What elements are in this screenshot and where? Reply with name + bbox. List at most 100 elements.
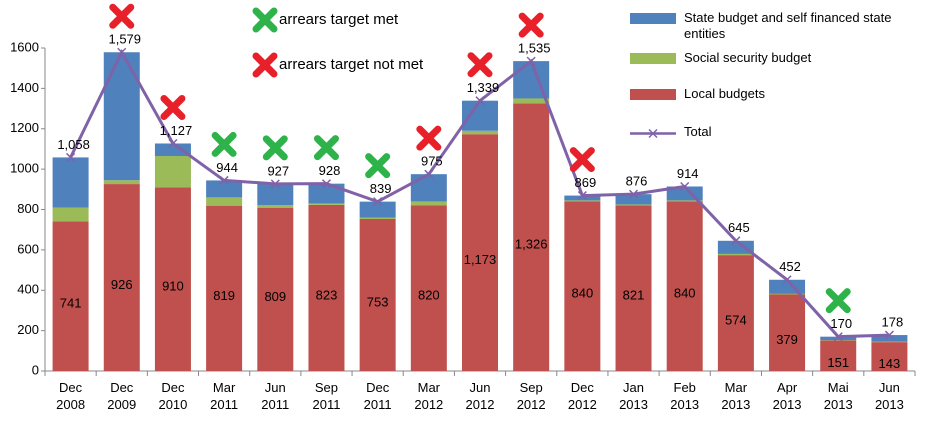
total-label: 1,579 [108, 32, 141, 47]
total-marker [219, 175, 229, 185]
value-label: 151 [827, 355, 849, 370]
y-tick-label: 200 [17, 322, 39, 337]
total-marker [270, 179, 280, 189]
value-label: 574 [725, 312, 747, 327]
value-label: 379 [776, 332, 798, 347]
bar-segment [154, 156, 191, 188]
value-label: 821 [623, 288, 645, 303]
legend-swatch [630, 53, 676, 64]
annotation-legend-icon [252, 52, 278, 78]
total-label: 1,339 [467, 80, 500, 95]
legend-swatch [630, 13, 676, 24]
bar-segment [666, 200, 703, 202]
total-marker [117, 47, 127, 57]
annotation-marker [825, 288, 851, 314]
bar-segment [52, 221, 89, 371]
bar-segment [359, 218, 396, 371]
y-tick-label: 0 [32, 362, 39, 377]
total-label: 1,058 [57, 137, 90, 152]
legend: State budget and self financed state ent… [630, 10, 920, 152]
bar-segment [206, 180, 243, 198]
legend-item: State budget and self financed state ent… [630, 10, 920, 42]
total-label: 869 [575, 175, 597, 190]
y-tick-label: 600 [17, 241, 39, 256]
total-marker [884, 330, 894, 340]
x-tick-label: Jan 2013 [619, 380, 648, 412]
bar-segment [257, 207, 294, 371]
x-tick-label: Sep 2012 [517, 380, 546, 412]
total-marker [628, 189, 639, 199]
value-label: 1,173 [464, 252, 497, 267]
bar-segment [103, 52, 140, 181]
bar-segment [717, 253, 754, 256]
legend-swatch [630, 127, 676, 139]
total-marker [66, 152, 76, 162]
bar-segment [871, 342, 908, 371]
value-label: 809 [264, 289, 286, 304]
legend-item: Social security budget [630, 50, 920, 66]
legend-item: Local budgets [630, 86, 920, 102]
y-tick-label: 400 [17, 282, 39, 297]
total-label: 178 [882, 315, 904, 330]
y-tick-label: 1200 [10, 120, 39, 135]
bar-segment [410, 201, 447, 206]
bar-segment [769, 293, 806, 295]
bar-segment [308, 203, 345, 205]
annotation-legend-icon [252, 7, 278, 33]
bar-segment [564, 195, 601, 201]
bar-segment [206, 205, 243, 371]
bar-segment [615, 205, 652, 371]
x-tick-label: Dec 2009 [107, 380, 136, 412]
x-tick-label: Apr 2013 [773, 380, 802, 412]
x-tick-label: Dec 2008 [56, 380, 85, 412]
total-label: 928 [319, 163, 341, 178]
legend-line [630, 128, 676, 139]
bar-segment [410, 174, 447, 202]
y-tick-label: 1000 [10, 161, 39, 176]
annotation-marker [313, 135, 339, 161]
y-tick-label: 800 [17, 201, 39, 216]
legend-label: Social security budget [684, 50, 812, 65]
value-label: 840 [572, 286, 594, 301]
annotation-marker [569, 147, 595, 173]
bar-segment [513, 98, 550, 104]
x-tick-label: Jun 2013 [875, 380, 904, 412]
annotation-marker [365, 153, 391, 179]
annotation-marker [109, 3, 135, 29]
total-label: 975 [421, 154, 443, 169]
bar-segment [359, 201, 396, 218]
total-label: 1,127 [160, 123, 193, 138]
total-label: 927 [267, 163, 289, 178]
annotation-marker [160, 94, 186, 120]
total-marker [321, 179, 332, 189]
legend-label: Local budgets [684, 86, 765, 101]
bar-segment [359, 217, 396, 219]
bar-segment [308, 204, 345, 371]
bar-segment [513, 103, 550, 371]
value-label: 143 [879, 356, 901, 371]
total-marker [168, 138, 178, 149]
x-tick-label: Feb 2013 [670, 380, 699, 412]
x-tick-label: Mar 2011 [210, 380, 238, 412]
bar-segment [410, 205, 447, 371]
bar-segment [257, 183, 294, 206]
annotation-legend-label: arrears target not met [279, 56, 424, 73]
legend-item: Total [630, 124, 920, 140]
total-marker [782, 275, 792, 285]
bar-segment [666, 201, 703, 371]
value-label: 820 [418, 288, 440, 303]
bar-segment [717, 255, 754, 371]
annotation-marker [518, 12, 544, 38]
total-label: 645 [728, 220, 750, 235]
value-label: 1,326 [515, 237, 548, 252]
bar-segment [103, 184, 140, 371]
legend-label: State budget and self financed state ent… [684, 10, 892, 41]
x-tick-label: Jun 2012 [466, 380, 495, 412]
bar-segment [154, 187, 191, 371]
bar-segment [615, 194, 652, 205]
total-marker [424, 169, 434, 179]
value-label: 819 [213, 288, 235, 303]
bar-segment [52, 207, 89, 222]
